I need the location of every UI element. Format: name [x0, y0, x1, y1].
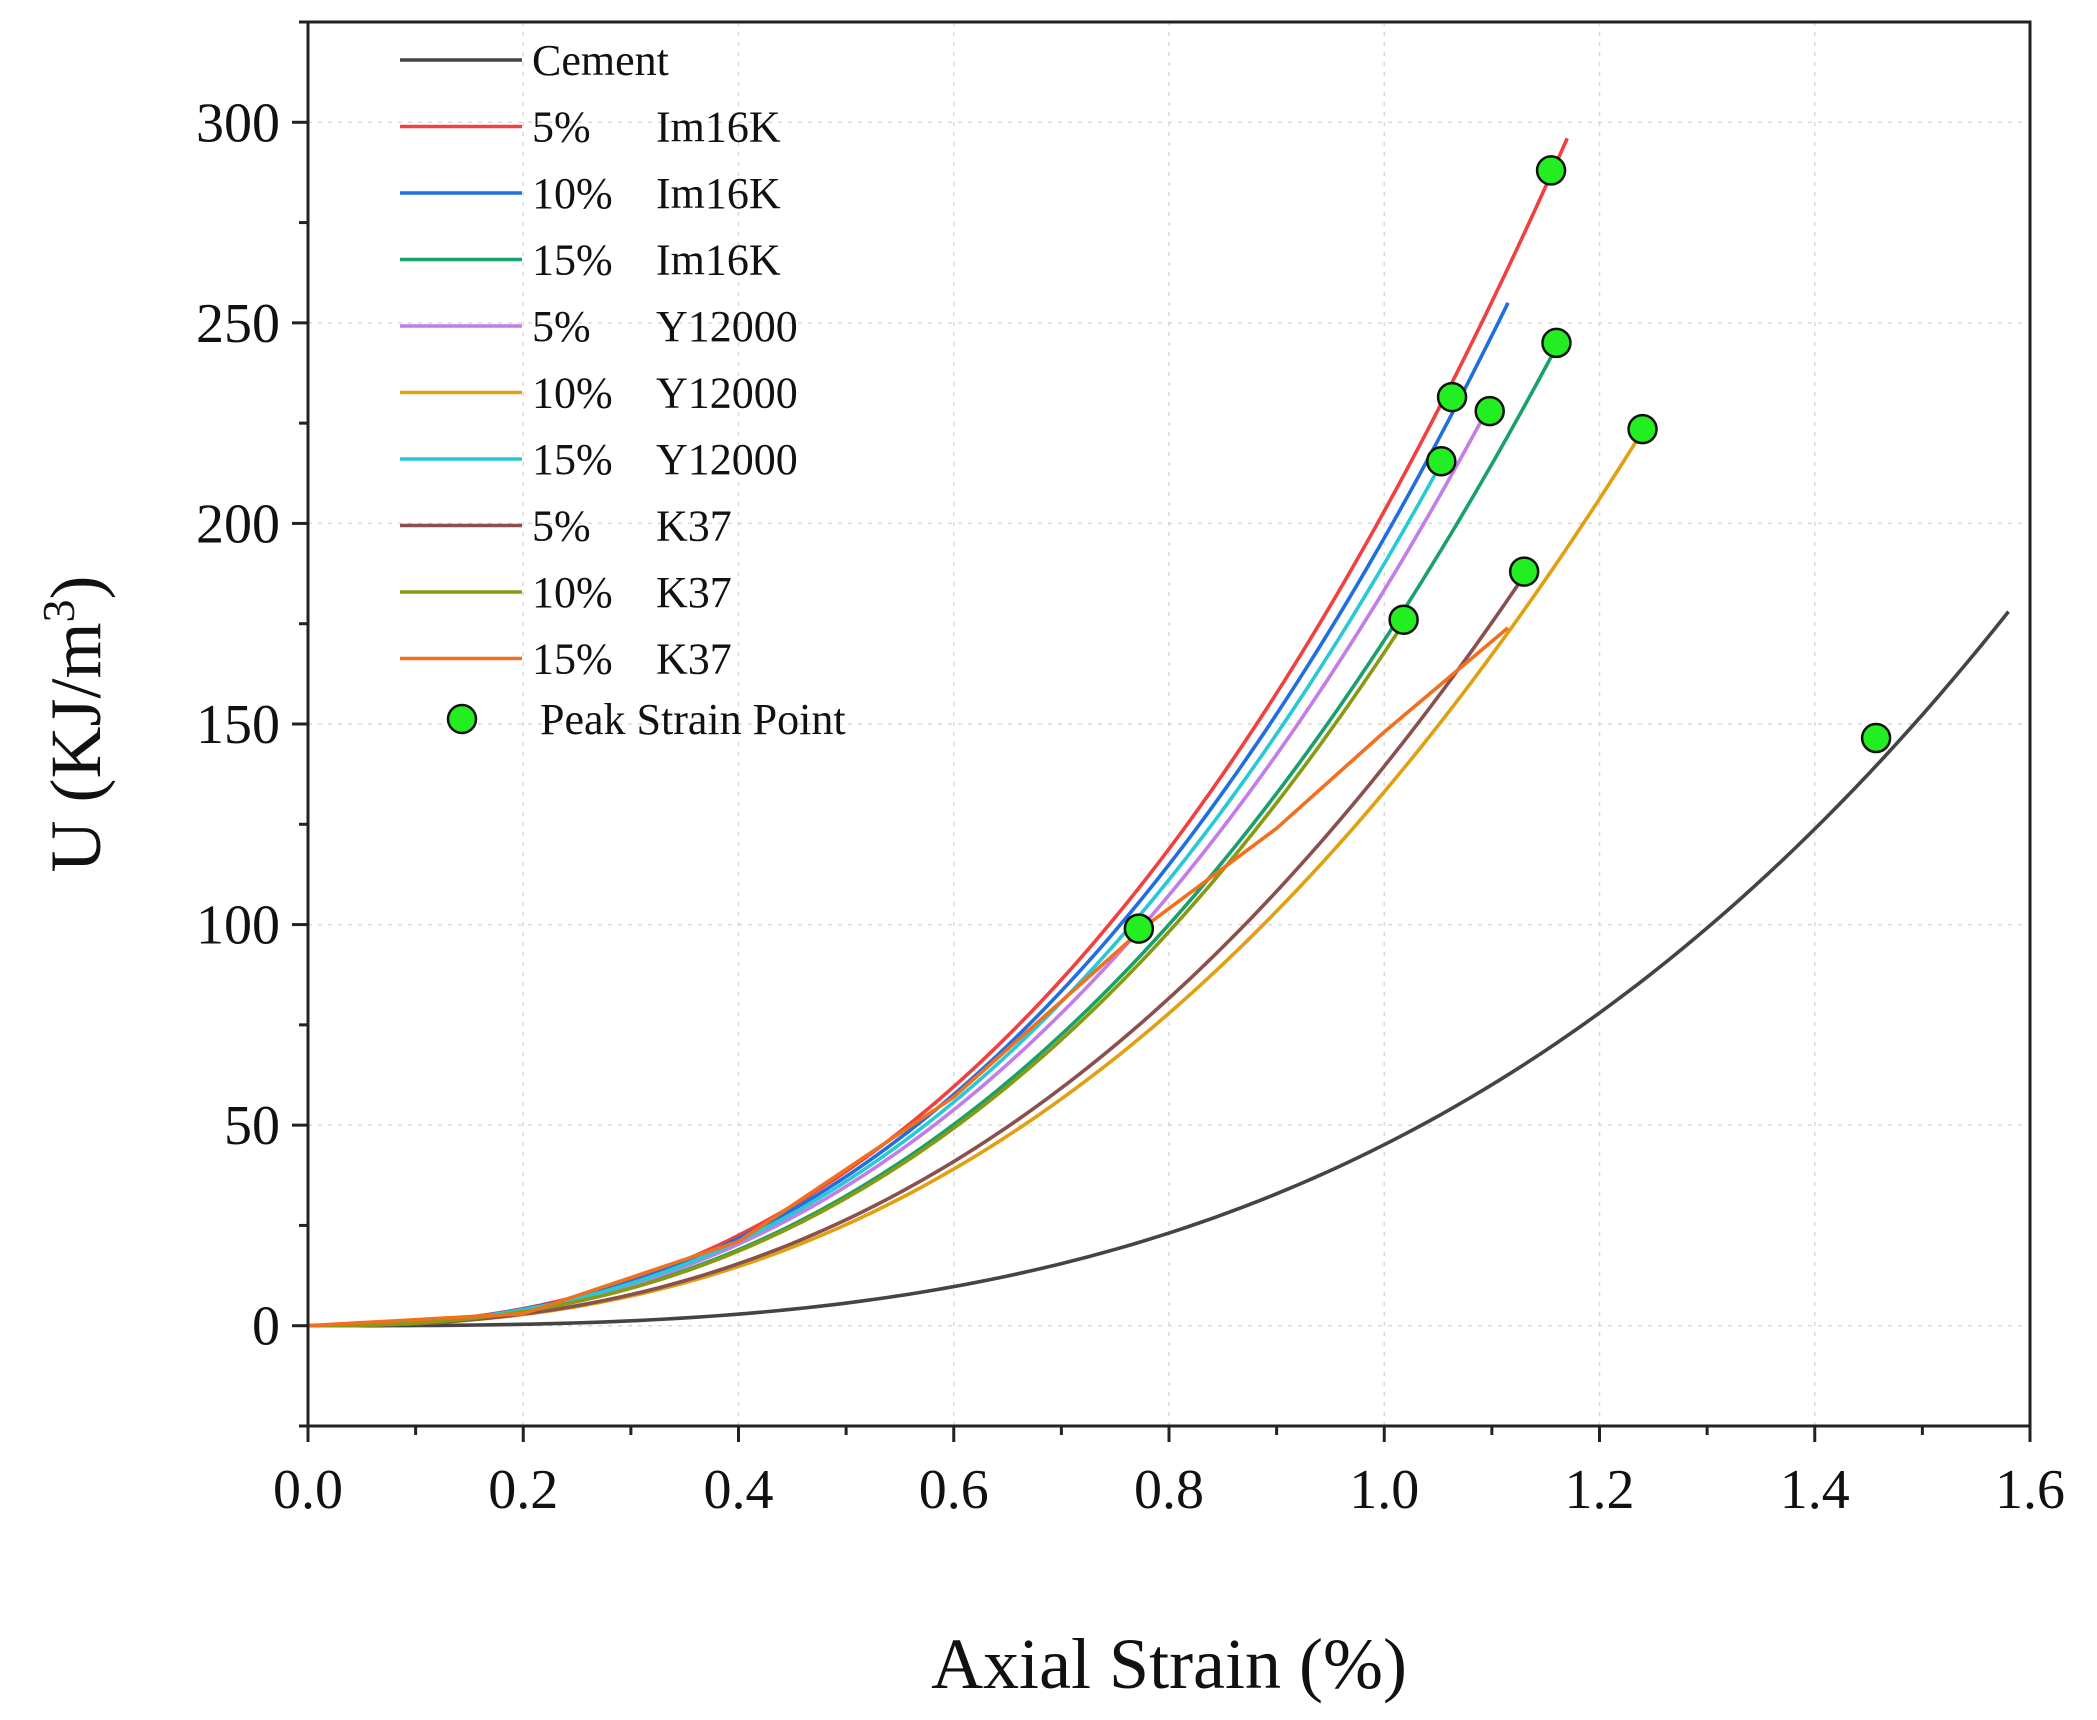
legend-label-material: Y12000	[656, 302, 798, 351]
legend-label-material: Im16K	[656, 169, 781, 218]
legend-label-pct: 15%	[532, 635, 613, 684]
legend-label-pct: 5%	[532, 302, 591, 351]
x-tick-label: 1.0	[1349, 1459, 1419, 1521]
series-line-0	[308, 610, 2010, 1328]
peak-strain-point	[1388, 604, 1419, 635]
legend-label-pct: 10%	[532, 369, 613, 418]
peak-strain-point	[1508, 556, 1540, 587]
y-axis-title-close: )	[36, 576, 116, 600]
x-tick-label: 0.0	[273, 1459, 343, 1521]
peak-strain-point	[1123, 913, 1155, 944]
legend-label-pct: 10%	[532, 169, 613, 218]
legend-label-pct: 5%	[532, 502, 591, 551]
series-line-9	[307, 626, 1510, 1328]
y-tick-labels: 0 50 100 150 200 250 300	[196, 92, 280, 1357]
peak-strain-point	[1860, 722, 1892, 754]
peak-strain-point	[1474, 395, 1505, 427]
series-lines	[307, 137, 2010, 1328]
legend-label-material: Im16K	[656, 236, 781, 285]
x-tick-label: 0.8	[1134, 1459, 1204, 1521]
axis-ticks	[292, 20, 2032, 1442]
legend-label-material: K37	[656, 502, 732, 551]
y-axis-title-sup: 3	[33, 599, 84, 622]
x-tick-label: 0.6	[919, 1459, 989, 1521]
x-tick-label: 0.4	[704, 1459, 774, 1521]
series-line-7	[308, 574, 1526, 1328]
y-tick-label: 50	[224, 1095, 280, 1157]
x-tick-label: 1.6	[1995, 1459, 2065, 1521]
x-tick-label: 1.2	[1565, 1459, 1635, 1521]
legend: Cement 5% Im16K 10% Im16K 15% Im16K 5% Y12000 10%…	[400, 36, 846, 744]
x-tick-labels: 0.0 0.2 0.4 0.6 0.8 1.0 1.2 1.4 1.6	[273, 1459, 2065, 1521]
series-line-3	[307, 346, 1559, 1328]
peak-strain-point	[1436, 381, 1468, 413]
x-tick-label: 0.2	[488, 1459, 558, 1521]
legend-label-pct: 5%	[532, 103, 591, 152]
legend-peak-marker	[446, 703, 478, 735]
legend-label-material: Y12000	[656, 369, 798, 418]
y-axis-title-main: U (KJ/m	[36, 622, 116, 872]
legend-label-pct: 15%	[532, 435, 613, 484]
peak-strain-point	[1541, 327, 1572, 359]
series-line-4	[307, 410, 1489, 1328]
y-tick-label: 250	[196, 293, 280, 355]
legend-label-material: K37	[656, 635, 732, 684]
y-tick-label: 0	[252, 1296, 280, 1358]
y-axis-title: U (KJ/m3)	[33, 576, 116, 873]
y-tick-label: 150	[196, 694, 280, 756]
legend-label-material: Im16K	[656, 103, 781, 152]
legend-label-pct: 15%	[532, 236, 613, 285]
x-tick-label: 1.4	[1780, 1459, 1850, 1521]
legend-label-pct: 10%	[532, 568, 613, 617]
y-tick-label: 300	[196, 92, 280, 154]
peak-strain-point	[1426, 446, 1457, 477]
series-line-5	[308, 430, 1645, 1328]
peak-strain-point	[1627, 413, 1658, 445]
y-tick-label: 200	[196, 493, 280, 555]
legend-label: Cement	[532, 36, 669, 85]
y-tick-label: 100	[196, 895, 280, 957]
legend-label-peak: Peak Strain Point	[540, 695, 846, 744]
x-axis-title: Axial Strain (%)	[931, 1624, 1407, 1704]
legend-label-material: Y12000	[656, 435, 798, 484]
peak-markers	[1123, 155, 1892, 944]
legend-label-material: K37	[656, 568, 732, 617]
peak-strain-point	[1535, 155, 1567, 186]
